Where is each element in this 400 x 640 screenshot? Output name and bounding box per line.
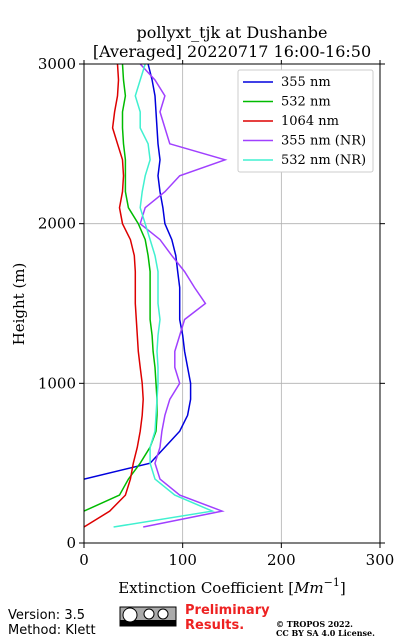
plot-frame: [83, 63, 381, 544]
series-line: [139, 64, 228, 528]
y-tick-label: 2000: [38, 215, 76, 233]
x-tick-label: 100: [168, 551, 197, 569]
x-axis-label: Extinction Coefficient [Mm−1]: [118, 576, 345, 597]
legend-box: [237, 69, 374, 173]
legend-label: 355 nm (NR): [281, 134, 366, 149]
series-line: [84, 64, 192, 480]
license: CC BY SA 4.0 License.: [276, 628, 375, 638]
legend-label: 532 nm: [281, 95, 331, 110]
version: Version: 3.5: [8, 608, 85, 623]
series-line: [84, 64, 144, 528]
copyright: © TROPOS 2022.: [276, 619, 353, 629]
series-line: [113, 64, 215, 528]
series-line: [84, 64, 158, 512]
y-tick-label: 1000: [38, 374, 76, 392]
y-tick-label: 3000: [38, 55, 76, 73]
x-label-text: Extinction Coefficient [: [118, 579, 294, 597]
legend: 355 nm 532 nm 1064 nm 355 nm (NR) 532 nm (NR…: [237, 69, 374, 173]
y-tick-label: 0: [66, 534, 76, 552]
x-label-exponent: −1: [324, 576, 340, 589]
chart-title: pollyxt_tjk at Dushanbe: [136, 23, 327, 42]
chart-subtitle: [Averaged] 20220717 16:00-16:50: [93, 42, 371, 61]
cc-logo: [119, 606, 177, 627]
lines: [84, 64, 228, 528]
legend-label: 532 nm (NR): [281, 153, 366, 168]
x-tick-label: 0: [79, 551, 89, 569]
legend-label: 1064 nm: [281, 114, 339, 129]
notice-line-1: Preliminary: [185, 603, 270, 618]
method: Method: Klett: [8, 623, 96, 638]
y-axis-label: Height (m): [10, 263, 28, 346]
legend-label: 355 nm: [281, 75, 331, 90]
x-tick-label: 200: [267, 551, 296, 569]
x-tick-label: 300: [366, 551, 395, 569]
x-label-unit: Mm: [293, 579, 324, 597]
notice-line-2: Results.: [185, 618, 244, 633]
x-label-close: ]: [340, 579, 346, 597]
